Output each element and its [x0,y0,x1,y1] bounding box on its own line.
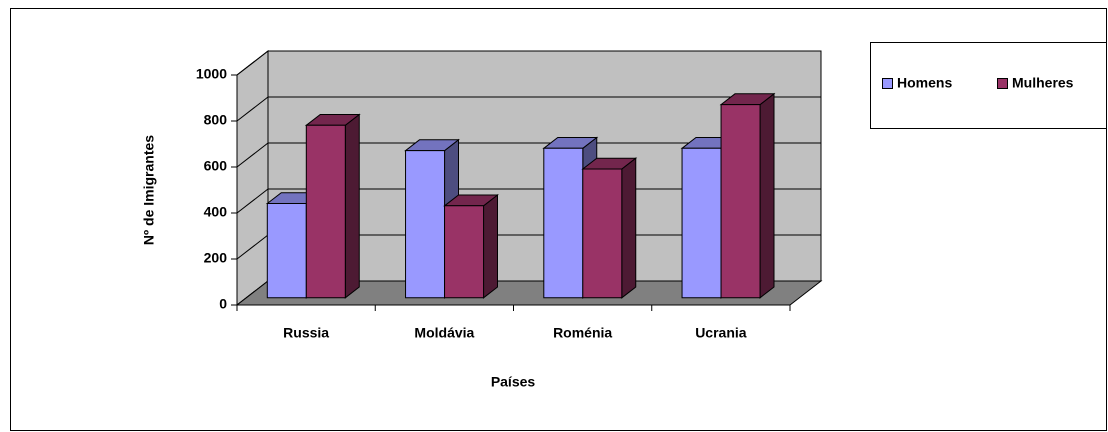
legend-swatch [882,78,893,89]
legend-label: Homens [897,75,952,91]
y-tick-label: 1000 [196,66,227,82]
bar-side [483,193,498,299]
y-tick-label: 0 [219,296,227,312]
bar-front [266,203,307,299]
bar [443,193,499,299]
bar-front [305,124,346,299]
x-tick-label: Ucrania [695,325,747,341]
bar [304,113,361,299]
grid-line [236,142,821,168]
bar-front [444,205,485,299]
legend-box [870,42,1107,129]
x-tick-label: Russia [283,325,329,341]
x-axis-title: Países [491,374,536,390]
bar-front [405,150,446,299]
bar-side [621,157,637,299]
y-tick-label: 200 [204,250,228,266]
legend-swatch [997,78,1008,89]
grid-line [236,188,821,214]
floor [235,280,823,306]
grid-line [236,50,821,76]
bar-front [582,168,623,299]
bar-front [543,147,584,299]
bar-front [681,147,722,299]
bar [581,157,638,299]
y-tick-label: 400 [204,204,228,220]
y-axis-title: Nº de Imigrantes [141,135,157,245]
bar-side [344,113,360,299]
side-wall [236,49,269,307]
bar-side [759,92,775,299]
bar [719,92,776,299]
x-tick-label: Roménia [553,325,612,341]
bar-front [720,104,761,299]
grid-line [236,96,821,122]
legend-label: Mulheres [1012,75,1074,91]
y-tick-label: 800 [204,112,228,128]
x-tick-label: Moldávia [414,325,474,341]
y-tick-label: 600 [204,158,228,174]
